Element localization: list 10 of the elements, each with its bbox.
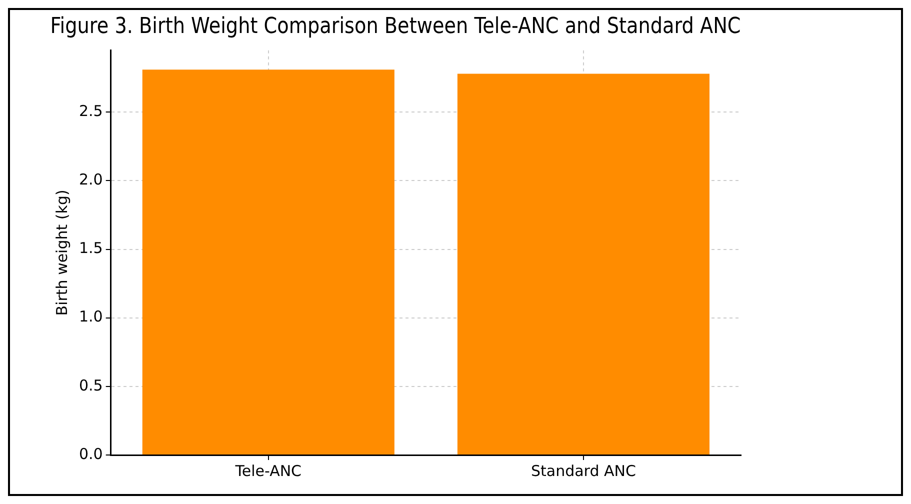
chart-title: Figure 3. Birth Weight Comparison Between Tele-ANC and Standard ANC bbox=[50, 12, 741, 38]
y-axis-title: Birth weight (kg) bbox=[52, 190, 71, 316]
y-tick-label: 2.5 bbox=[78, 102, 103, 120]
x-tick-label: Standard ANC bbox=[530, 462, 636, 480]
y-tick-label: 2.0 bbox=[78, 170, 103, 189]
y-tick-label: 0.0 bbox=[78, 444, 103, 463]
y-tick-label: 0.5 bbox=[78, 376, 103, 394]
x-tick-label: Tele-ANC bbox=[234, 462, 302, 480]
y-tick-label: 1.0 bbox=[78, 308, 103, 326]
y-tick-label: 1.5 bbox=[78, 239, 103, 258]
